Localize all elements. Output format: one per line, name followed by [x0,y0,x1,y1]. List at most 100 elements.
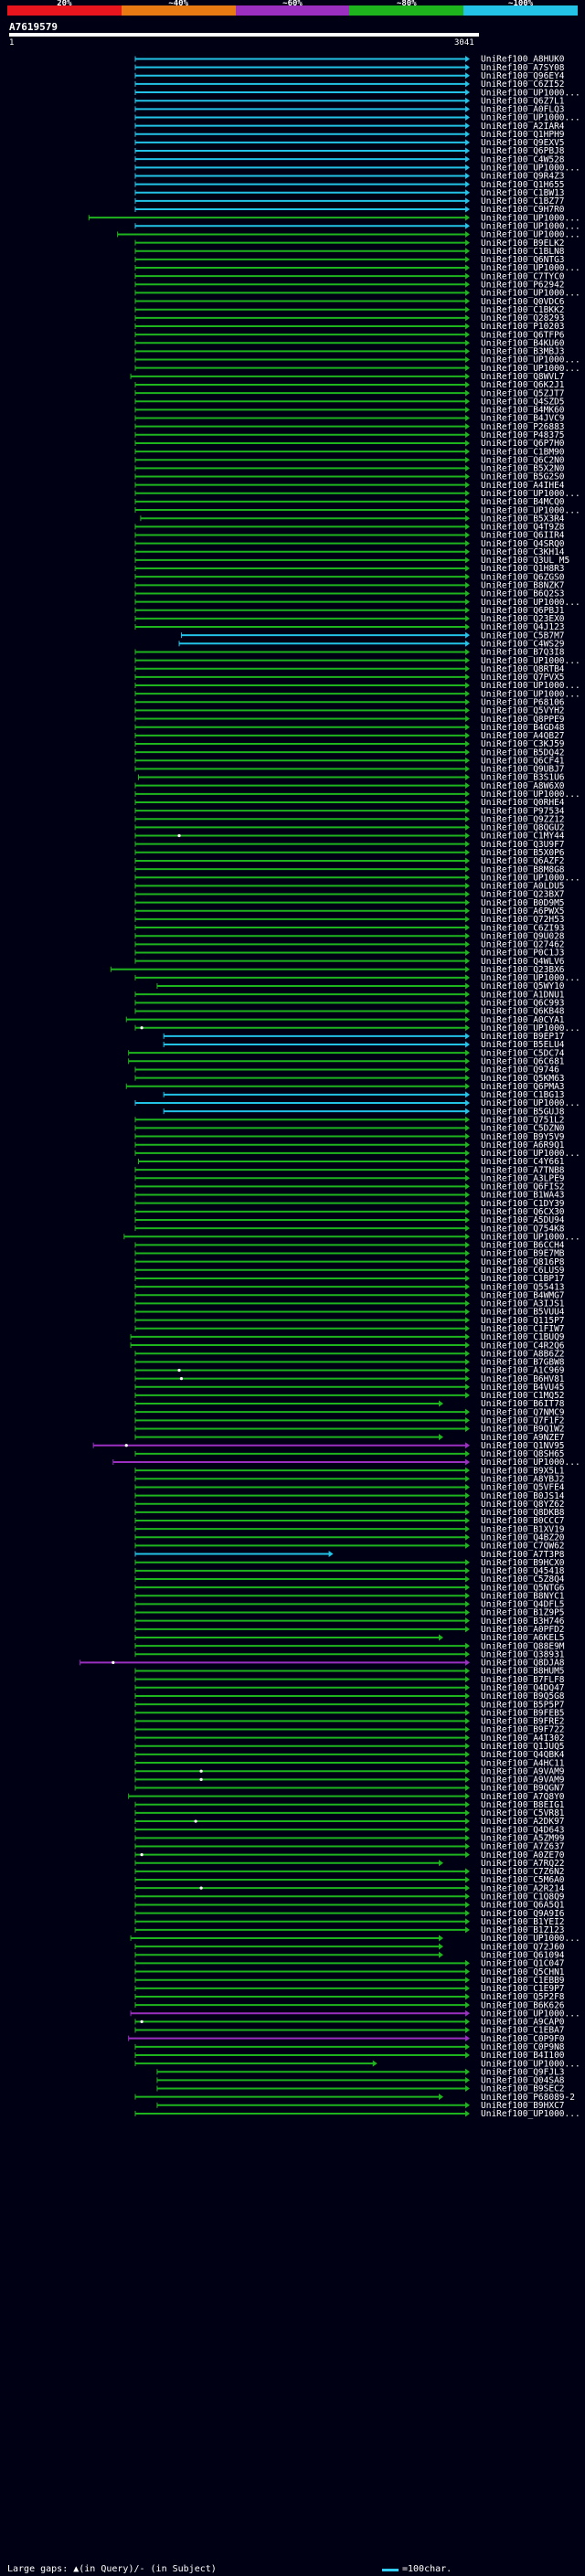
hit-label[interactable]: UniRef100_Q115P7 [481,1316,565,1326]
hit-label[interactable]: UniRef100_A6R9Q1 [481,1140,565,1150]
hit-label[interactable]: UniRef100_UP1000... [481,598,580,608]
hit-label[interactable]: UniRef100_B4MK60 [481,406,565,416]
hit-label[interactable]: UniRef100_A2DK97 [481,1817,565,1827]
hit-label[interactable]: UniRef100_B1Z123 [481,1925,565,1935]
hit-label[interactable]: UniRef100_C1BM90 [481,447,565,457]
hit-label[interactable]: UniRef100_UP1000... [481,2109,580,2119]
hit-label[interactable]: UniRef100_B7GBW8 [481,1358,565,1368]
hit-label[interactable]: UniRef100_B5DQ42 [481,747,565,758]
hit-label[interactable]: UniRef100_Q5KM63 [481,1074,565,1084]
hit-label[interactable]: UniRef100_Q5P2F8 [481,1992,565,2002]
hit-label[interactable]: UniRef100_A5ZM99 [481,1834,565,1844]
hit-label[interactable]: UniRef100_A9CAP0 [481,2018,565,2028]
hit-label[interactable]: UniRef100_UP1000... [481,1232,580,1242]
hit-label[interactable]: UniRef100_B8M8G8 [481,864,565,875]
hit-label[interactable]: UniRef100_Q6A5Q1 [481,1901,565,1911]
hit-label[interactable]: UniRef100_Q7PVX5 [481,673,565,683]
hit-label[interactable]: UniRef100_Q6C993 [481,999,565,1009]
hit-label[interactable]: UniRef100_Q4QBK4 [481,1750,565,1760]
hit-label[interactable]: UniRef100_C6LUS9 [481,1266,565,1276]
hit-label[interactable]: UniRef100_B9HCX0 [481,1558,565,1568]
hit-label[interactable]: UniRef100_Q9UBJ7 [481,765,565,775]
hit-label[interactable]: UniRef100_A0FLQ3 [481,105,565,115]
hit-label[interactable]: UniRef100_Q27462 [481,940,565,950]
hit-label[interactable]: UniRef100_B8EIG1 [481,1800,565,1810]
hit-label[interactable]: UniRef100_B9QGN7 [481,1784,565,1794]
hit-label[interactable]: UniRef100_A7Q8Y0 [481,1792,565,1802]
hit-label[interactable]: UniRef100_C5DC74 [481,1048,565,1058]
hit-label[interactable]: UniRef100_B9Q1W2 [481,1425,565,1435]
hit-label[interactable]: UniRef100_Q5NTG6 [481,1583,565,1593]
hit-label[interactable]: UniRef100_Q6C2N0 [481,455,565,465]
hit-label[interactable]: UniRef100_Q1HPH9 [481,130,565,140]
hit-label[interactable]: UniRef100_B9FRE2 [481,1717,565,1727]
hit-label[interactable]: UniRef100_Q8QGU2 [481,823,565,833]
hit-label[interactable]: UniRef100_P48375 [481,430,565,440]
hit-label[interactable]: UniRef100_Q754K8 [481,1224,565,1234]
hit-label[interactable]: UniRef100_B3MBJ3 [481,347,565,357]
hit-label[interactable]: UniRef100_B4WMG7 [481,1290,565,1300]
hit-label[interactable]: UniRef100_B9ELK2 [481,239,565,249]
hit-label[interactable]: UniRef100_Q6TFP6 [481,330,565,340]
hit-label[interactable]: UniRef100_UP1000... [481,2009,580,2019]
hit-label[interactable]: UniRef100_A0LDU5 [481,882,565,892]
hit-label[interactable]: UniRef100_Q4D643 [481,1825,565,1835]
hit-label[interactable]: UniRef100_Q6FIS2 [481,1182,565,1193]
hit-label[interactable]: UniRef100_C5Z8Q4 [481,1574,565,1585]
hit-label[interactable]: UniRef100_C6ZI52 [481,80,565,90]
hit-label[interactable]: UniRef100_Q8DJA8 [481,1659,565,1669]
hit-label[interactable]: UniRef100_C1BP17 [481,1274,565,1284]
hit-label[interactable]: UniRef100_B7FLF8 [481,1675,565,1685]
hit-label[interactable]: UniRef100_Q9ZZ12 [481,814,565,824]
hit-label[interactable]: UniRef100_B5VUU4 [481,1308,565,1318]
hit-label[interactable]: UniRef100_UP1000... [481,164,580,174]
hit-label[interactable]: UniRef100_Q4J123 [481,622,565,632]
hit-label[interactable]: UniRef100_A2IAR4 [481,122,565,132]
hit-label[interactable]: UniRef100_UP1000... [481,230,580,240]
hit-label[interactable]: UniRef100_P97534 [481,806,565,816]
hit-label[interactable]: UniRef100_Q9A9I6 [481,1909,565,1919]
hit-label[interactable]: UniRef100_A9VAM9 [481,1766,565,1776]
hit-label[interactable]: UniRef100_A0PFD2 [481,1625,565,1635]
hit-label[interactable]: UniRef100_Q6PBJ8 [481,146,565,156]
hit-label[interactable]: UniRef100_A4I302 [481,1733,565,1744]
hit-label[interactable]: UniRef100_B1Z9P5 [481,1608,565,1618]
hit-label[interactable]: UniRef100_Q72J60 [481,1942,565,1952]
hit-label[interactable]: UniRef100_A0ZE70 [481,1850,565,1860]
hit-label[interactable]: UniRef100_B1YEI2 [481,1917,565,1927]
hit-label[interactable]: UniRef100_B9HXC7 [481,2101,565,2111]
hit-label[interactable]: UniRef100_UP1000... [481,88,580,98]
hit-label[interactable]: UniRef100_Q4SRQ0 [481,539,565,549]
hit-label[interactable]: UniRef100_Q4DQ47 [481,1683,565,1693]
hit-label[interactable]: UniRef100_B4KU60 [481,338,565,348]
hit-label[interactable]: UniRef100_B4GD48 [481,723,565,733]
hit-label[interactable]: UniRef100_C1EBB9 [481,1976,565,1986]
hit-label[interactable]: UniRef100_Q6KB48 [481,1007,565,1017]
hit-label[interactable]: UniRef100_B9EP17 [481,1032,565,1042]
hit-label[interactable]: UniRef100_Q55413 [481,1282,565,1292]
hit-label[interactable]: UniRef100_C5DZN0 [481,1124,565,1134]
hit-label[interactable]: UniRef100_Q9FJL3 [481,2067,565,2077]
hit-label[interactable]: UniRef100_UP1000... [481,1023,580,1034]
hit-label[interactable]: UniRef100_UP1000... [481,364,580,374]
hit-label[interactable]: UniRef100_C1Q8Q9 [481,1892,565,1903]
hit-label[interactable]: UniRef100_C7QW62 [481,1542,565,1552]
hit-label[interactable]: UniRef100_A4IHE4 [481,481,565,491]
hit-label[interactable]: UniRef100_B4I100 [481,2051,565,2061]
hit-label[interactable]: UniRef100_B6IT78 [481,1399,565,1409]
hit-label[interactable]: UniRef100_B9Y5V9 [481,1132,565,1142]
hit-label[interactable]: UniRef100_A4QB27 [481,731,565,741]
hit-label[interactable]: UniRef100_Q6CF41 [481,756,565,766]
hit-label[interactable]: UniRef100_B0CCC7 [481,1516,565,1526]
hit-label[interactable]: UniRef100_UP1000... [481,355,580,366]
hit-label[interactable]: UniRef100_Q6ZGS0 [481,572,565,582]
hit-label[interactable]: UniRef100_C4WS29 [481,640,565,650]
hit-label[interactable]: UniRef100_B9SEC2 [481,2084,565,2094]
hit-label[interactable]: UniRef100_UP1000... [481,222,580,232]
hit-label[interactable]: UniRef100_Q1C047 [481,1959,565,1969]
hit-label[interactable]: UniRef100_Q9EXV5 [481,138,565,148]
hit-label[interactable]: UniRef100_C1FIW7 [481,1324,565,1334]
hit-label[interactable]: UniRef100_Q6K2J1 [481,380,565,390]
hit-label[interactable]: UniRef100_B5X2N0 [481,464,565,474]
hit-label[interactable]: UniRef100_Q96EY4 [481,71,565,81]
